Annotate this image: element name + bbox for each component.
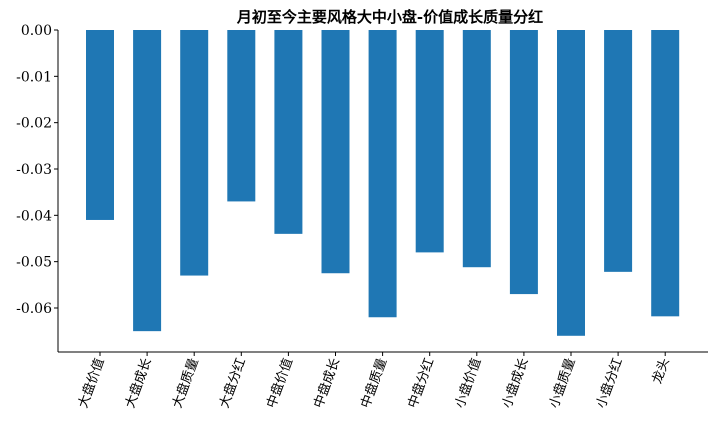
y-tick-label: -0.01 [16, 69, 52, 85]
bars-group [86, 30, 680, 336]
bar-7 [415, 30, 444, 253]
x-tick-label: 中盘价值 [263, 356, 296, 410]
bar-4 [274, 30, 303, 234]
y-tick-label: -0.05 [16, 255, 52, 271]
x-axis: 大盘价值 大盘成长 大盘质量 大盘分红 中盘价值 中盘成长 中盘质量 中盘分红 小盘价值 小盘成长… [58, 351, 708, 410]
x-tick-label: 大盘成长 [122, 356, 155, 410]
x-tick-label: 龙头 [650, 356, 673, 386]
x-tick-label: 小盘成长 [499, 356, 532, 410]
bar-3 [227, 30, 256, 202]
x-tick-label: 中盘成长 [310, 356, 343, 410]
bar-5 [321, 30, 350, 274]
y-tick-label: -0.06 [16, 301, 52, 317]
bar-1 [133, 30, 162, 332]
chart-title: 月初至今主要风格大中小盘-价值成长质量分红 [236, 8, 543, 26]
x-tick-label: 大盘质量 [169, 356, 202, 410]
x-tick-label: 小盘质量 [546, 356, 579, 410]
x-tick-label: 中盘质量 [358, 356, 391, 410]
y-tick-label: -0.02 [16, 116, 52, 132]
bar-9 [509, 30, 538, 295]
bar-0 [86, 30, 114, 220]
x-tick-label: 中盘分红 [405, 356, 438, 410]
y-tick-label: 0.00 [21, 23, 52, 39]
x-tick-label: 大盘价值 [75, 356, 108, 410]
y-tick-label: -0.04 [16, 208, 52, 224]
bar-8 [462, 30, 491, 268]
bar-2 [180, 30, 209, 276]
bar-10 [557, 30, 585, 336]
bar-6 [368, 30, 397, 318]
bar-11 [604, 30, 633, 272]
y-tick-label: -0.03 [16, 162, 52, 178]
x-tick-label: 小盘价值 [452, 356, 485, 410]
bar-12 [651, 30, 680, 317]
x-tick-label: 大盘分红 [216, 356, 249, 410]
y-axis: 0.00 -0.01 -0.02 -0.03 -0.04 -0.05 -0.06 [16, 23, 59, 352]
x-tick-label: 小盘分红 [593, 356, 626, 410]
